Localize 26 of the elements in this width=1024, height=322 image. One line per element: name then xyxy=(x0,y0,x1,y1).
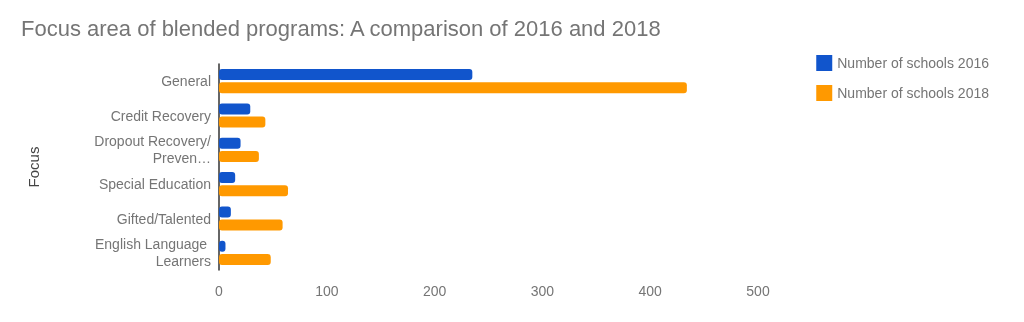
bar xyxy=(219,219,283,231)
y-tick-label: Dropout Recovery/Preven… xyxy=(94,133,212,167)
y-tick-label: General xyxy=(161,73,211,90)
bar xyxy=(219,172,236,184)
x-tick-label: 100 xyxy=(315,283,339,299)
x-tick-label: 300 xyxy=(530,283,555,299)
x-tick-label: 200 xyxy=(422,283,447,299)
bar xyxy=(219,150,259,162)
bar xyxy=(219,82,687,94)
bar xyxy=(219,103,251,115)
bar xyxy=(219,137,241,149)
y-tick-label: Special Education xyxy=(98,176,211,193)
legend-label: Number of schools 2018 xyxy=(837,85,990,101)
y-tick-label: Credit Recovery xyxy=(110,107,211,124)
y-axis-title: Focus xyxy=(25,146,42,188)
bar xyxy=(219,116,266,128)
chart-title: Focus area of blended programs: A comparison of 2016 and 2018 xyxy=(21,15,661,41)
bar xyxy=(219,69,473,81)
bar xyxy=(219,253,271,265)
x-tick-label: 400 xyxy=(638,283,663,299)
y-tick-label: English Language Learners xyxy=(95,236,211,270)
y-tick-label: Gifted/Talented xyxy=(116,210,211,227)
x-tick-label: 500 xyxy=(746,283,770,299)
x-tick-label: 0 xyxy=(215,283,224,299)
bar xyxy=(219,185,288,197)
legend-label: Number of schools 2016 xyxy=(837,55,990,71)
